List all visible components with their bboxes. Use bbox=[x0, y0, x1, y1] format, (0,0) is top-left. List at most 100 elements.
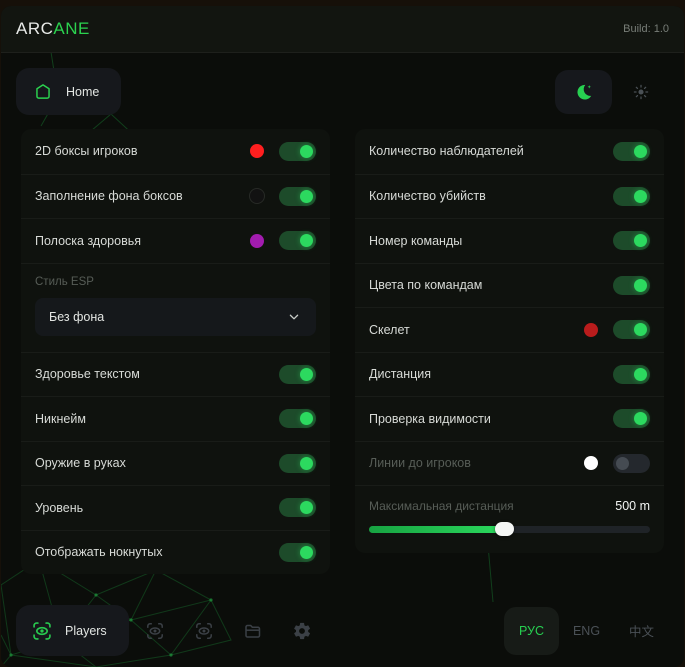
select-label: Стиль ESP bbox=[35, 275, 94, 288]
setting-row: Здоровье текстом bbox=[21, 351, 330, 397]
setting-row: Дистанция bbox=[355, 351, 664, 397]
setting-row: Цвета по командам bbox=[355, 262, 664, 308]
toggle-knob bbox=[634, 412, 647, 426]
home-icon bbox=[32, 81, 54, 103]
language-button-eng[interactable]: ENG bbox=[559, 607, 614, 655]
setting-row: Количество убийств bbox=[355, 173, 664, 219]
folder-icon[interactable] bbox=[230, 608, 276, 654]
toggle-switch[interactable] bbox=[279, 453, 316, 473]
esp-settings-panel-left: 2D боксы игроков Заполнение фона боксов По… bbox=[21, 129, 330, 574]
bottom-bar: Players bbox=[1, 594, 684, 667]
toggle-switch[interactable] bbox=[613, 364, 650, 384]
color-swatch[interactable] bbox=[250, 233, 264, 248]
setting-label: Номер команды bbox=[369, 233, 463, 248]
toggle-switch[interactable] bbox=[279, 141, 316, 161]
setting-row: Скелет bbox=[355, 307, 664, 352]
setting-label: 2D боксы игроков bbox=[35, 144, 138, 159]
select-value: Без фона bbox=[49, 309, 105, 324]
title-bar: ARCANE Build: 1.0 bbox=[1, 6, 684, 53]
esp-style-select[interactable]: Без фона bbox=[35, 297, 316, 336]
toggle-knob bbox=[300, 367, 313, 381]
setting-row: Уровень bbox=[21, 485, 330, 530]
toggle-knob bbox=[634, 189, 647, 203]
language-button-rus[interactable]: РУС bbox=[504, 606, 559, 655]
setting-row: Проверка видимости bbox=[355, 396, 664, 441]
logo-text-accent: ANE bbox=[53, 19, 90, 38]
toggle-switch[interactable] bbox=[613, 275, 650, 295]
color-swatch[interactable] bbox=[584, 322, 598, 337]
toggle-switch[interactable] bbox=[279, 498, 316, 518]
toggle-knob bbox=[634, 323, 647, 337]
setting-label: Количество убийств bbox=[369, 189, 486, 204]
setting-label: Здоровье текстом bbox=[35, 367, 140, 382]
moon-icon bbox=[574, 82, 594, 102]
language-button-zh[interactable]: 中文 bbox=[614, 607, 669, 655]
home-button[interactable]: Home bbox=[16, 68, 122, 115]
left-settings-list: 2D боксы игроков Заполнение фона боксов По… bbox=[21, 129, 330, 574]
distance-slider[interactable] bbox=[369, 522, 650, 536]
color-swatch[interactable] bbox=[250, 189, 264, 204]
toggle-knob bbox=[634, 234, 647, 248]
aim-scan-icon[interactable] bbox=[132, 608, 178, 654]
setting-label: Количество наблюдателей bbox=[369, 144, 524, 159]
build-version: Build: 1.0 bbox=[623, 23, 669, 35]
toggle-knob bbox=[300, 144, 313, 158]
slider-thumb[interactable] bbox=[494, 522, 514, 536]
slider-label: Максимальная дистанция bbox=[369, 499, 514, 513]
home-button-label: Home bbox=[66, 84, 100, 99]
toggle-switch[interactable] bbox=[613, 141, 650, 161]
spectate-scan-icon[interactable] bbox=[181, 608, 227, 654]
setting-label: Оружие в руках bbox=[35, 456, 126, 471]
players-tab-button[interactable]: Players bbox=[16, 605, 129, 656]
right-settings-list: Количество наблюдателей Количество убийст… bbox=[355, 129, 664, 553]
setting-label: Дистанция bbox=[369, 367, 432, 382]
setting-row: Заполнение фона боксов bbox=[21, 173, 330, 219]
setting-row: Количество наблюдателей bbox=[355, 129, 664, 174]
setting-label: Заполнение фона боксов bbox=[35, 189, 183, 204]
light-theme-button[interactable] bbox=[612, 70, 669, 114]
toggle-switch[interactable] bbox=[279, 409, 316, 429]
toggle-switch[interactable] bbox=[279, 364, 316, 384]
toggle-switch[interactable] bbox=[613, 231, 650, 251]
toggle-switch[interactable] bbox=[613, 320, 650, 340]
color-swatch[interactable] bbox=[584, 456, 598, 471]
setting-row: Полоска здоровья bbox=[21, 218, 330, 263]
toggle-switch[interactable] bbox=[613, 186, 650, 206]
setting-label: Отображать нокнутых bbox=[35, 545, 163, 560]
nav-row: Home bbox=[1, 53, 684, 115]
dark-theme-button[interactable] bbox=[555, 69, 612, 114]
chevron-down-icon bbox=[286, 309, 302, 325]
toggle-switch[interactable] bbox=[279, 186, 316, 206]
setting-label: Никнейм bbox=[35, 411, 86, 426]
setting-label: Уровень bbox=[35, 500, 84, 515]
setting-label: Скелет bbox=[369, 322, 410, 337]
toggle-knob bbox=[300, 189, 313, 203]
toggle-switch[interactable] bbox=[279, 231, 316, 251]
toggle-knob bbox=[300, 412, 313, 426]
toggle-knob bbox=[300, 545, 313, 559]
settings-area: 2D боксы игроков Заполнение фона боксов По… bbox=[1, 115, 684, 574]
toggle-knob bbox=[300, 456, 313, 470]
setting-label: Линии до игроков bbox=[369, 456, 471, 471]
app-logo: ARCANE bbox=[16, 19, 90, 39]
toggle-switch[interactable] bbox=[613, 453, 650, 473]
slider-fill bbox=[369, 526, 504, 533]
players-scan-icon bbox=[31, 620, 53, 642]
max-distance-slider-block: Максимальная дистанция 500 m bbox=[355, 485, 664, 553]
setting-row: 2D боксы игроков bbox=[21, 129, 330, 174]
toggle-switch[interactable] bbox=[279, 542, 316, 562]
setting-row: Никнейм bbox=[21, 396, 330, 441]
toggle-knob bbox=[300, 501, 313, 515]
setting-row: Оружие в руках bbox=[21, 440, 330, 486]
setting-label: Полоска здоровья bbox=[35, 233, 141, 248]
gear-icon[interactable] bbox=[279, 608, 325, 654]
color-swatch[interactable] bbox=[250, 144, 264, 159]
sun-icon bbox=[632, 83, 650, 101]
toggle-switch[interactable] bbox=[613, 409, 650, 429]
toggle-knob bbox=[634, 144, 647, 158]
toggle-knob bbox=[300, 234, 313, 248]
setting-label: Цвета по командам bbox=[369, 278, 483, 293]
logo-text-primary: ARC bbox=[16, 19, 54, 38]
setting-row: Линии до игроков bbox=[355, 440, 664, 486]
setting-row: Номер команды bbox=[355, 218, 664, 263]
